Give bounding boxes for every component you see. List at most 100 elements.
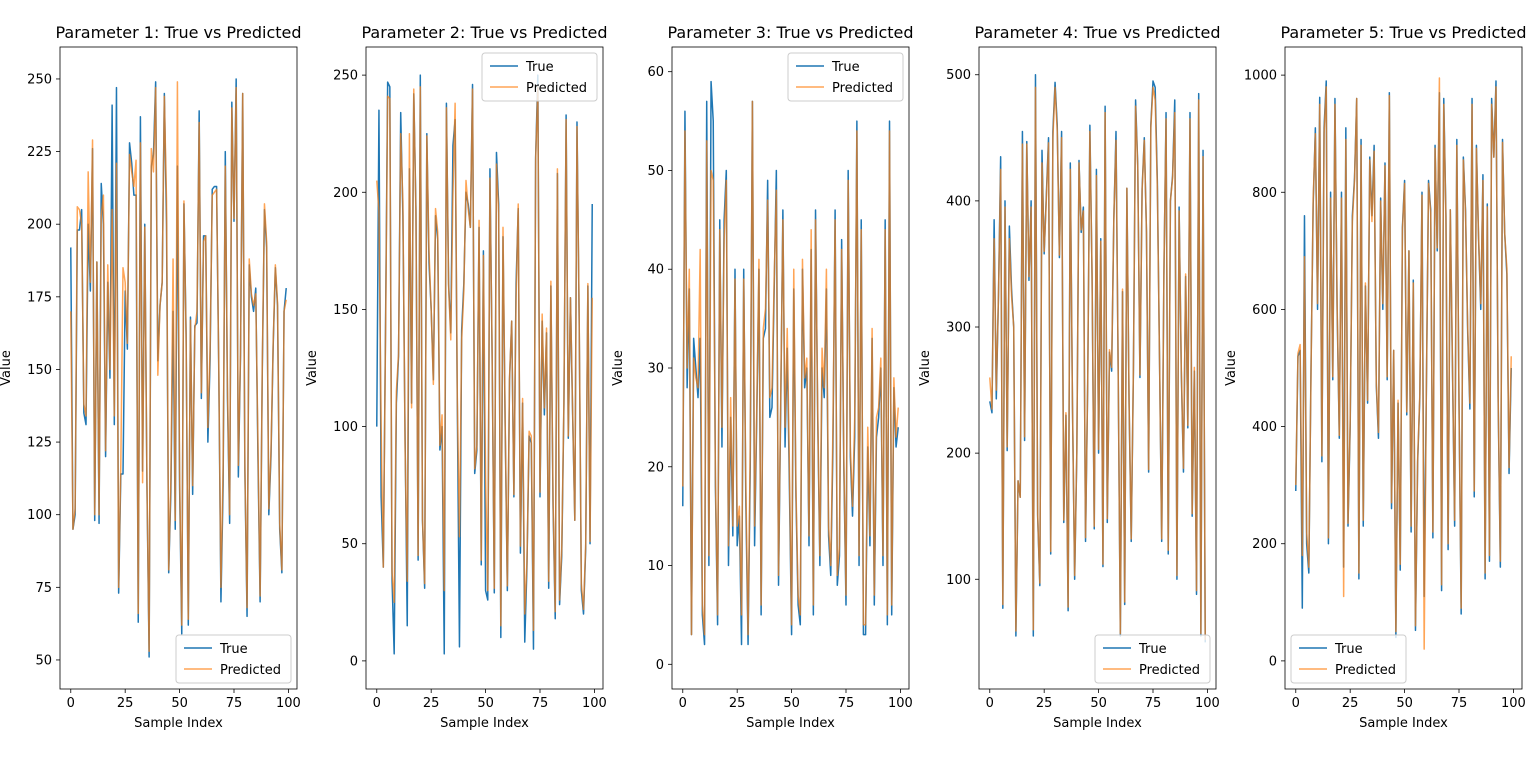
series-line-predicted <box>376 86 593 632</box>
subplot-4: 0 25 50 75 100 100 200 300 400 500 Parameter 4: Tr… <box>918 23 1221 731</box>
subplot-3: 0 25 50 75 100 0 10 20 30 40 50 60 Parameter 3: True… <box>611 23 914 731</box>
y-tick-label: 200 <box>1252 537 1277 552</box>
y-tick-label: 100 <box>333 420 358 435</box>
axes-frame <box>365 46 604 690</box>
series-line-predicted <box>989 86 1206 640</box>
x-axis-label: Sample Index <box>134 716 223 731</box>
y-tick-label: 40 <box>647 263 664 278</box>
legend-label-predicted: Predicted <box>220 663 281 678</box>
y-tick-label: 600 <box>1252 303 1277 318</box>
x-tick-label: 50 <box>1090 696 1107 711</box>
y-tick-label: 500 <box>946 68 971 83</box>
legend-box <box>1094 634 1211 684</box>
x-tick-label: 75 <box>1145 696 1162 711</box>
x-tick-label: 0 <box>373 696 381 711</box>
legend-label-true: True <box>525 60 554 75</box>
y-tick-label: 50 <box>35 653 52 668</box>
x-tick-label: 0 <box>67 696 75 711</box>
subplot-1: 0 25 50 75 100 50 75 100 125 150 175 200 225 250 Param… <box>0 23 302 731</box>
x-tick-label: 50 <box>171 696 188 711</box>
x-tick-label: 25 <box>1342 696 1359 711</box>
y-axis-label: Value <box>611 350 626 386</box>
legend-box <box>481 52 598 102</box>
x-tick-label: 100 <box>276 696 301 711</box>
y-tick-label: 0 <box>656 658 664 673</box>
y-tick-label: 100 <box>27 508 52 523</box>
legend-label-true: True <box>1334 642 1363 657</box>
y-tick-label: 10 <box>647 559 664 574</box>
y-tick-label: 1000 <box>1244 69 1277 84</box>
axes-frame <box>59 46 298 690</box>
x-tick-label: 100 <box>1501 696 1526 711</box>
x-tick-label: 25 <box>1036 696 1053 711</box>
legend-label-true: True <box>831 60 860 75</box>
x-axis-label: Sample Index <box>440 716 529 731</box>
legend: True Predicted <box>787 52 904 102</box>
y-tick-label: 125 <box>27 436 52 451</box>
y-tick-label: 200 <box>27 218 52 233</box>
y-tick-label: 30 <box>647 362 664 377</box>
y-tick-label: 400 <box>1252 420 1277 435</box>
chart-title: Parameter 3: True vs Predicted <box>667 23 913 42</box>
y-tick-label: 150 <box>27 363 52 378</box>
x-tick-label: 25 <box>729 696 746 711</box>
y-tick-label: 50 <box>647 164 664 179</box>
legend-label-true: True <box>1138 642 1167 657</box>
y-axis-label: Value <box>0 350 14 386</box>
y-tick-label: 400 <box>946 194 971 209</box>
subplot-2: 0 25 50 75 100 0 50 100 150 200 250 Parameter 2: Tr… <box>305 23 608 731</box>
y-tick-label: 75 <box>35 581 52 596</box>
x-tick-label: 0 <box>1292 696 1300 711</box>
y-axis-label: Value <box>918 350 933 386</box>
x-axis-label: Sample Index <box>1359 716 1448 731</box>
y-tick-label: 150 <box>333 303 358 318</box>
x-tick-label: 0 <box>679 696 687 711</box>
chart-title: Parameter 1: True vs Predicted <box>55 23 301 42</box>
x-tick-label: 75 <box>226 696 243 711</box>
y-tick-label: 0 <box>1269 654 1277 669</box>
axes-frame <box>978 46 1217 690</box>
y-tick-label: 20 <box>647 460 664 475</box>
legend: True Predicted <box>481 52 598 102</box>
y-tick-label: 225 <box>27 145 52 160</box>
y-tick-label: 0 <box>350 654 358 669</box>
chart-title: Parameter 2: True vs Predicted <box>361 23 607 42</box>
x-axis-label: Sample Index <box>1053 716 1142 731</box>
series-line-predicted <box>682 100 899 636</box>
x-tick-label: 25 <box>117 696 134 711</box>
x-tick-label: 50 <box>783 696 800 711</box>
x-tick-label: 100 <box>888 696 913 711</box>
legend: True Predicted <box>1094 634 1211 684</box>
y-tick-label: 175 <box>27 290 52 305</box>
y-tick-label: 100 <box>946 573 971 588</box>
x-axis-label: Sample Index <box>746 716 835 731</box>
legend-label-predicted: Predicted <box>832 81 893 96</box>
x-tick-label: 75 <box>532 696 549 711</box>
legend-label-predicted: Predicted <box>1139 663 1200 678</box>
y-axis-label: Value <box>1224 350 1239 386</box>
y-tick-label: 60 <box>647 65 664 80</box>
y-tick-label: 800 <box>1252 186 1277 201</box>
x-tick-label: 50 <box>477 696 494 711</box>
x-tick-label: 100 <box>1195 696 1220 711</box>
x-tick-label: 50 <box>1396 696 1413 711</box>
legend: True Predicted <box>175 634 292 684</box>
y-tick-label: 300 <box>946 321 971 336</box>
legend-box <box>1290 634 1407 684</box>
y-tick-label: 200 <box>946 447 971 462</box>
x-tick-label: 75 <box>838 696 855 711</box>
series-line-predicted <box>70 81 287 652</box>
y-tick-label: 200 <box>333 186 358 201</box>
axes-frame <box>1284 46 1523 690</box>
legend-box <box>787 52 904 102</box>
legend-box <box>175 634 292 684</box>
legend-label-predicted: Predicted <box>526 81 587 96</box>
y-axis-label: Value <box>305 350 320 386</box>
y-tick-label: 50 <box>341 537 358 552</box>
x-tick-label: 100 <box>582 696 607 711</box>
legend: True Predicted <box>1290 634 1407 684</box>
x-tick-label: 0 <box>986 696 994 711</box>
y-tick-label: 250 <box>333 69 358 84</box>
